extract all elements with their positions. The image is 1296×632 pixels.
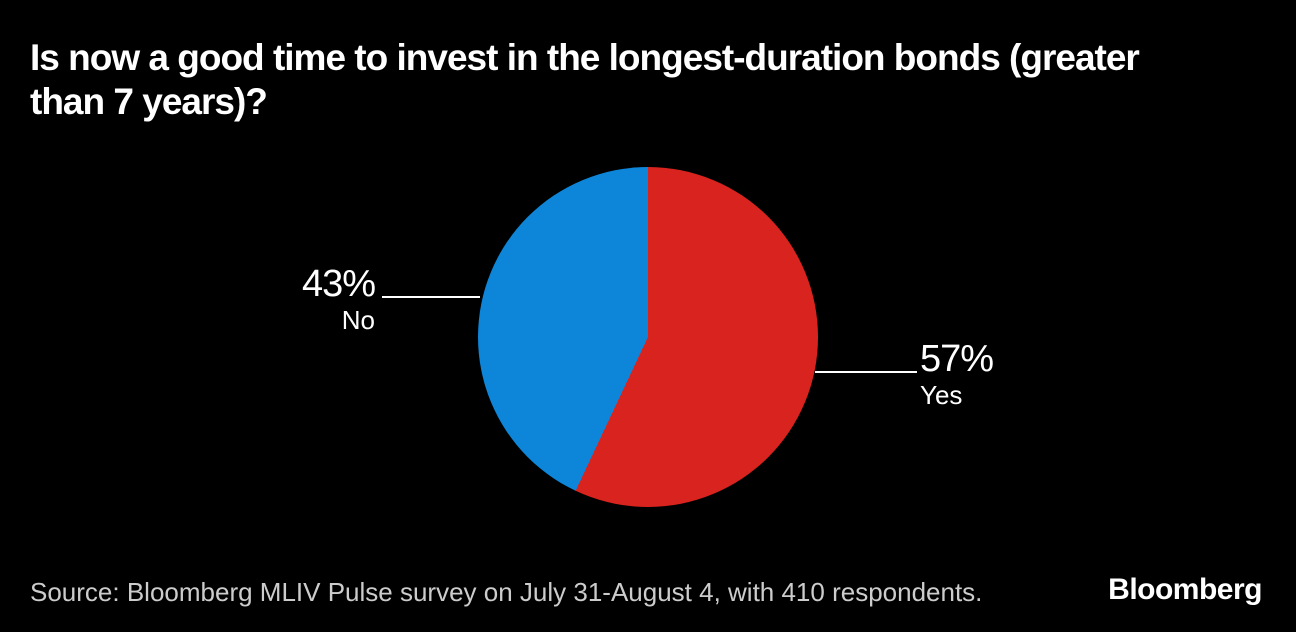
leader-line-yes: [815, 371, 917, 373]
chart-title: Is now a good time to invest in the long…: [30, 36, 1140, 124]
yes-percent-label: 57%: [920, 338, 994, 380]
bloomberg-logo: Bloomberg: [1108, 573, 1262, 606]
leader-line-no: [382, 296, 480, 298]
chart-title-line2: than 7 years)?: [30, 81, 268, 122]
source-text: Source: Bloomberg MLIV Pulse survey on J…: [30, 577, 983, 607]
pie-chart: [478, 167, 818, 507]
no-percent-label: 43%: [301, 263, 376, 305]
yes-slice-label: Yes: [920, 380, 963, 410]
chart-title-line1: Is now a good time to invest in the long…: [30, 37, 1140, 78]
callout-yes: 57% Yes: [920, 338, 1090, 411]
no-slice-label: No: [341, 305, 375, 335]
callout-no: 43% No: [205, 263, 376, 336]
